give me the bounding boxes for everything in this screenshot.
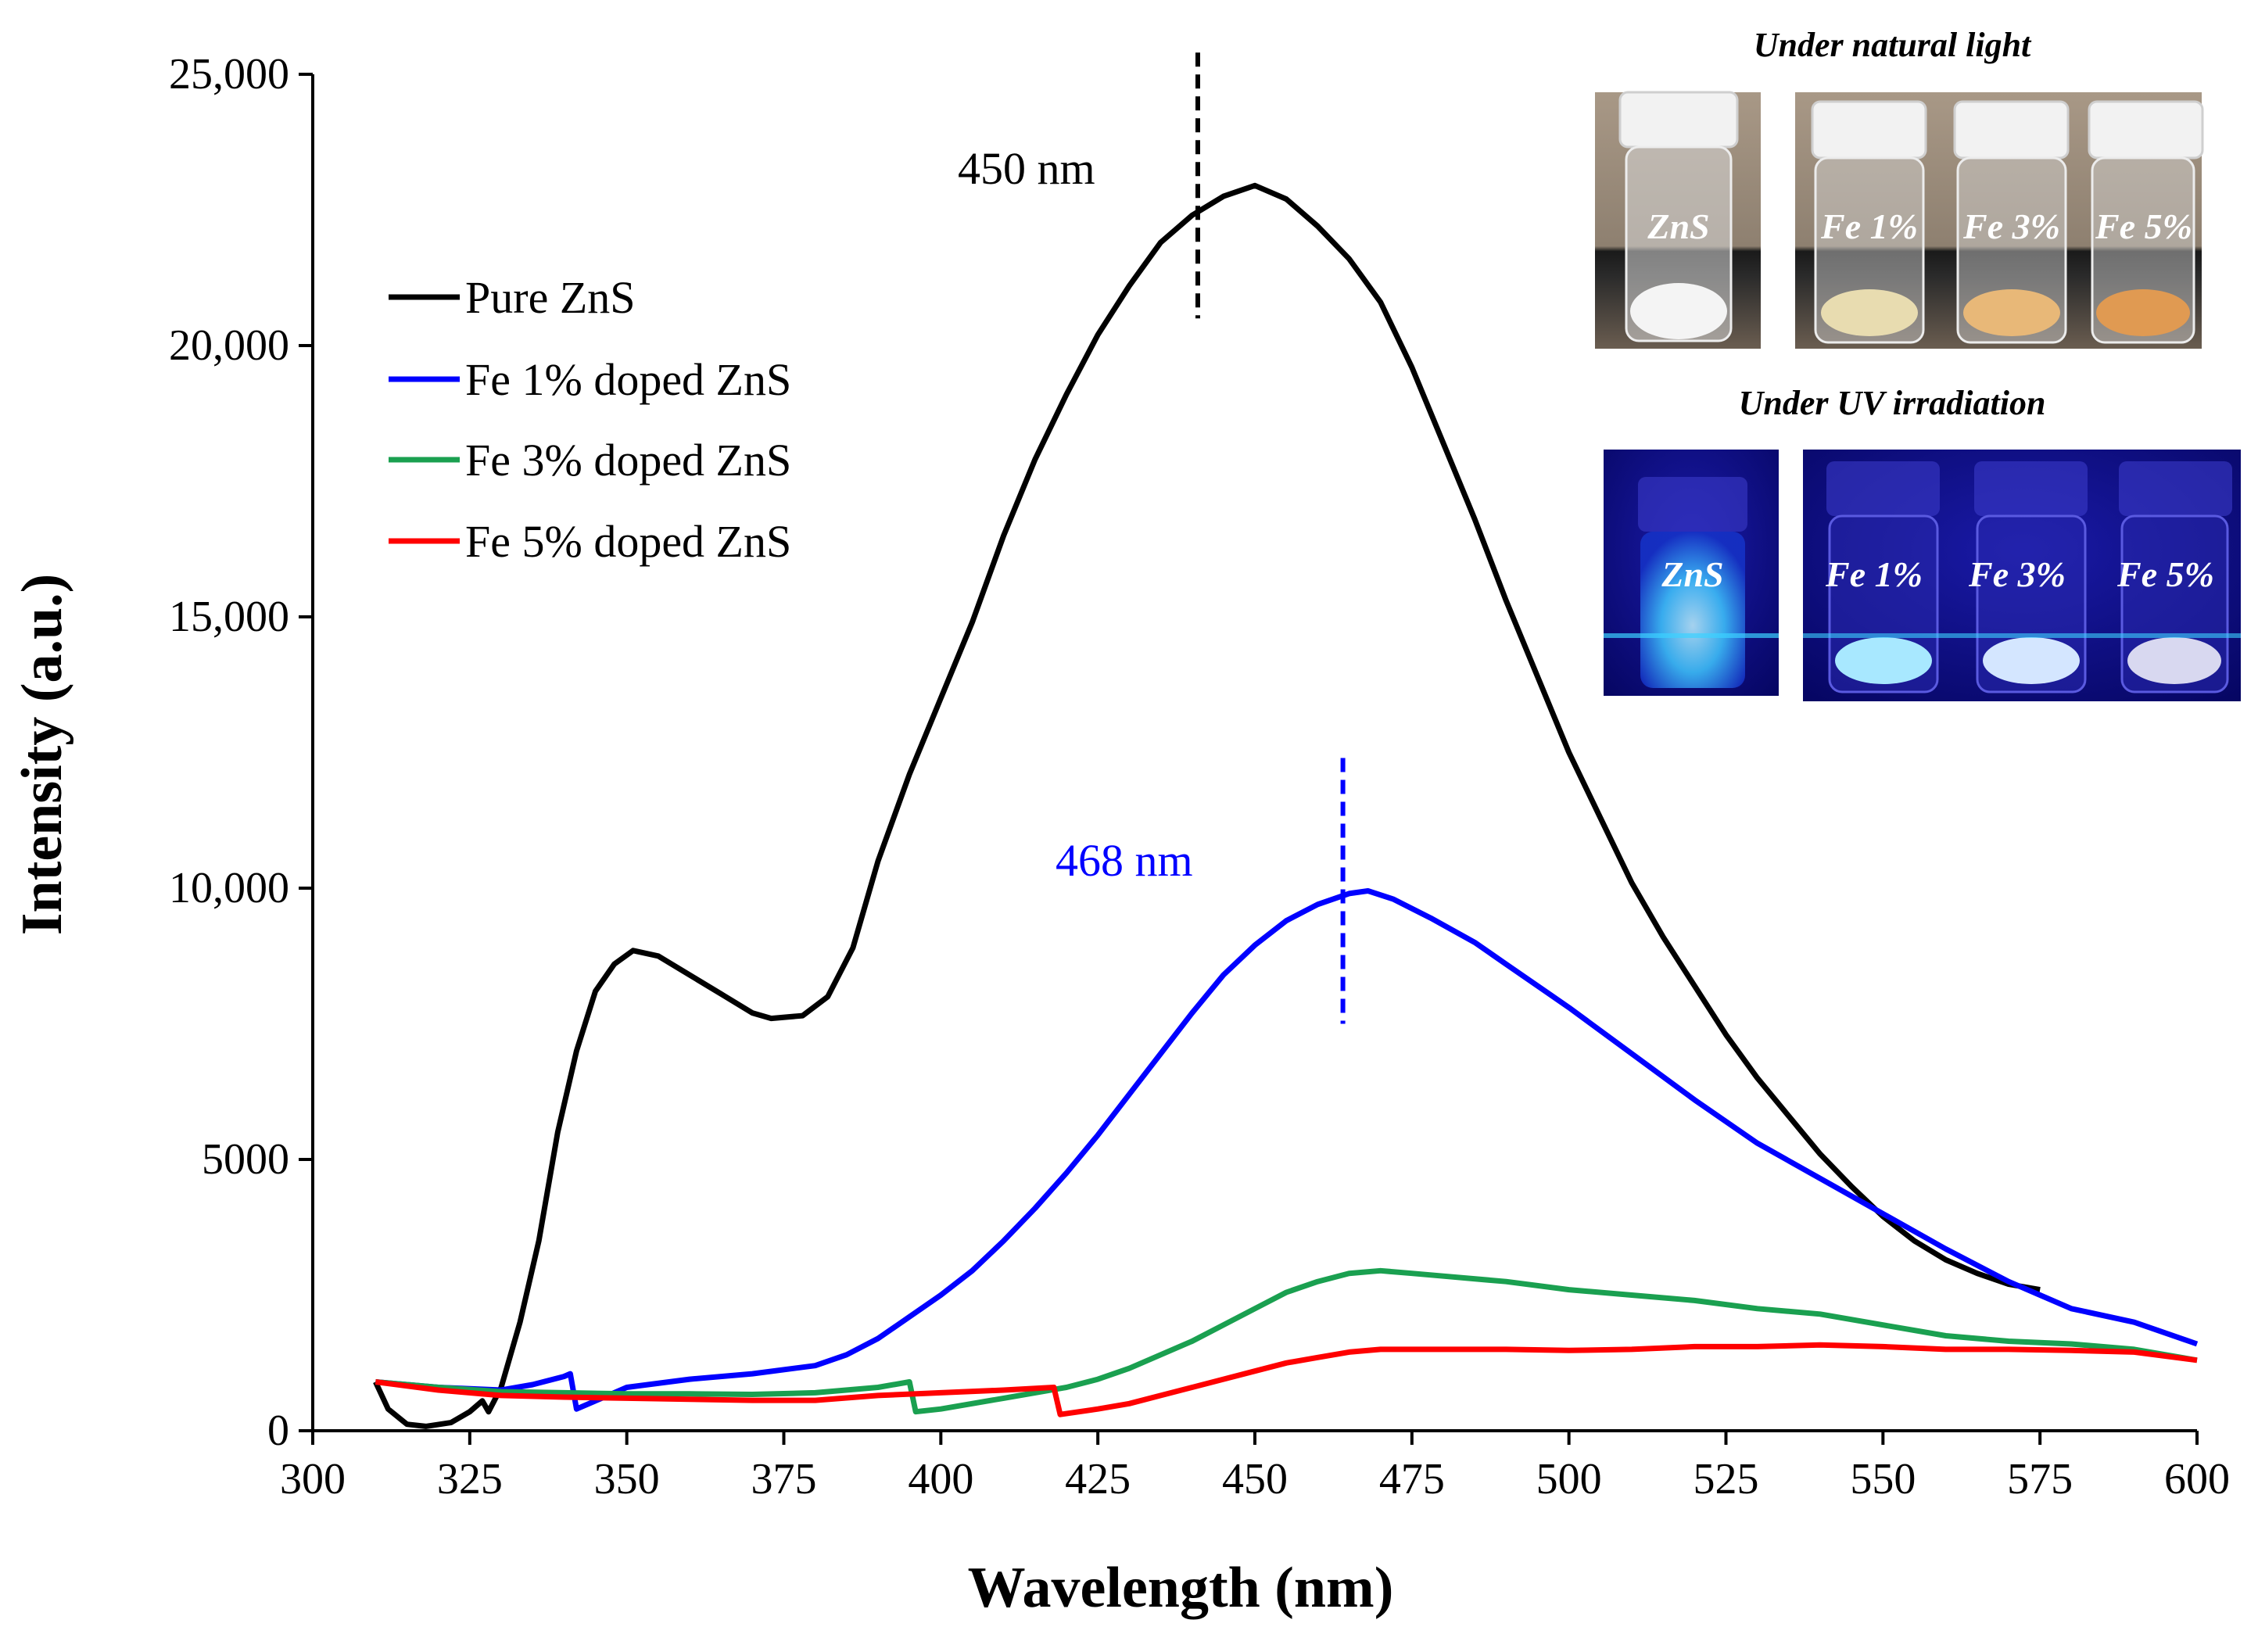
x-axis-title: Wavelength (nm) bbox=[968, 1556, 1394, 1620]
x-tick-label: 500 bbox=[1536, 1455, 1602, 1503]
series-line-pure-zns bbox=[373, 182, 2041, 1429]
x-tick-label: 450 bbox=[1222, 1455, 1288, 1503]
x-tick-label: 600 bbox=[2164, 1455, 2230, 1503]
legend-label-pure-zns: Pure ZnS bbox=[465, 272, 636, 323]
annotation-group: 450 nm 468 nm bbox=[958, 52, 1346, 1024]
legend-label-fe5: Fe 5% doped ZnS bbox=[465, 516, 791, 567]
y-axis-title: Intensity (a.u.) bbox=[10, 574, 74, 936]
photo-natural-fe: Fe 1% Fe 3% Fe 5% bbox=[1795, 92, 2204, 349]
photo-natural-zns: ZnS bbox=[1595, 91, 1761, 349]
x-tick-label: 425 bbox=[1065, 1455, 1131, 1503]
x-tick-label: 325 bbox=[437, 1455, 503, 1503]
inset-title-natural: Under natural light bbox=[1754, 26, 2032, 64]
vial-label-fe5-uv: Fe 5% bbox=[2116, 554, 2214, 594]
vial-label-zns-natural: ZnS bbox=[1647, 206, 1709, 246]
vial-label-fe1-natural: Fe 1% bbox=[1820, 206, 1918, 246]
x-tick-label: 550 bbox=[1850, 1455, 1916, 1503]
x-ticks: 300 325 350 375 400 425 450 475 500 525 550 575 600 bbox=[280, 1431, 2230, 1503]
x-tick-label: 300 bbox=[280, 1455, 346, 1503]
x-tick-label: 525 bbox=[1694, 1455, 1759, 1503]
peak-label-468: 468 nm bbox=[1056, 835, 1193, 886]
y-tick-label: 5000 bbox=[202, 1135, 289, 1184]
vial-label-fe1-uv: Fe 1% bbox=[1825, 554, 1923, 594]
vial-label-fe5-natural: Fe 5% bbox=[2095, 206, 2192, 246]
series-group bbox=[373, 182, 2199, 1429]
y-ticks: 0 5000 10,000 15,000 20,000 25,000 bbox=[169, 50, 313, 1455]
y-tick-label: 25,000 bbox=[169, 50, 289, 99]
y-tick-label: 20,000 bbox=[169, 321, 289, 370]
legend: Pure ZnS Fe 1% doped ZnS Fe 3% doped ZnS… bbox=[389, 272, 791, 567]
y-tick-label: 0 bbox=[267, 1407, 289, 1455]
vial-label-fe3-uv: Fe 3% bbox=[1968, 554, 2066, 594]
x-tick-label: 375 bbox=[751, 1455, 817, 1503]
x-tick-label: 350 bbox=[594, 1455, 660, 1503]
x-tick-label: 400 bbox=[908, 1455, 973, 1503]
series-line-fe-3-doped-zns bbox=[375, 1267, 2198, 1415]
vial-label-fe3-natural: Fe 3% bbox=[1962, 206, 2060, 246]
photo-uv-zns: ZnS bbox=[1604, 450, 1779, 696]
peak-label-450: 450 nm bbox=[958, 143, 1095, 194]
legend-label-fe3: Fe 3% doped ZnS bbox=[465, 435, 791, 486]
x-tick-label: 575 bbox=[2007, 1455, 2073, 1503]
y-tick-label: 15,000 bbox=[169, 593, 289, 641]
legend-label-fe1: Fe 1% doped ZnS bbox=[465, 354, 791, 405]
photo-uv-fe: Fe 1% Fe 3% Fe 5% bbox=[1803, 450, 2241, 701]
y-tick-label: 10,000 bbox=[169, 864, 289, 912]
x-tick-label: 475 bbox=[1379, 1455, 1445, 1503]
inset-title-uv: Under UV irradiation bbox=[1739, 384, 2046, 422]
vial-label-zns-uv: ZnS bbox=[1661, 554, 1723, 594]
series-line-fe-5-doped-zns bbox=[375, 1342, 2198, 1417]
